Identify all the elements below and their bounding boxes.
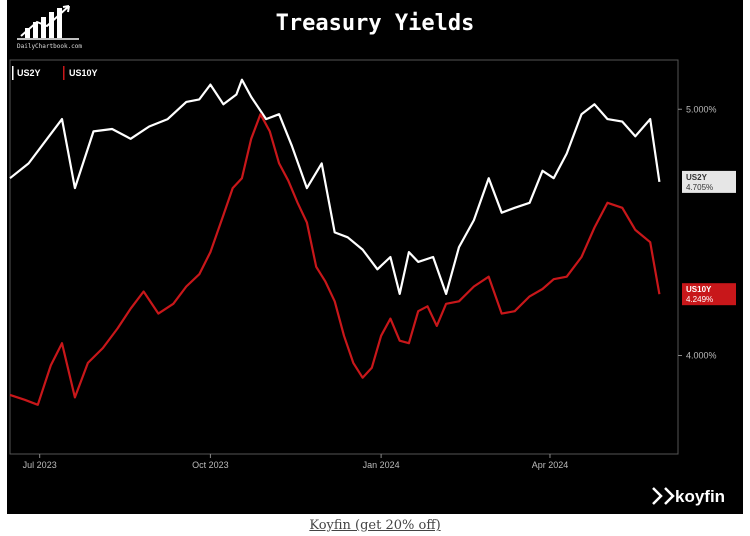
y-tick-label: 5.000% [686, 104, 717, 114]
x-tick-label: Oct 2023 [192, 460, 229, 470]
series-layer [9, 78, 661, 406]
last-value-tag-us10y [682, 283, 736, 306]
last-value-tag-name: US2Y [686, 173, 708, 182]
x-tick-label: Jul 2023 [23, 460, 57, 470]
x-tick-label: Jan 2024 [363, 460, 400, 470]
chart-svg: DailyChartbook.com Treasury Yields US2Y … [9, 5, 736, 506]
legend-label-us10y: US10Y [69, 68, 98, 78]
source-link[interactable]: Koyfin (get 20% off) [309, 518, 441, 533]
last-value-tag-us2y [682, 170, 736, 193]
axis-layer: Jul 2023 Oct 2023 Jan 2024 Apr 2024 5.000% 4.… [23, 104, 717, 470]
legend-label-us2y: US2Y [17, 68, 41, 78]
legend: US2Y US10Y [12, 66, 98, 80]
koyfin-logo: koyfin [652, 487, 725, 506]
y-tick-label: 4.000% [686, 351, 717, 361]
koyfin-chevron-icon [652, 487, 663, 505]
koyfin-logo-text: koyfin [675, 487, 725, 506]
last-value-tag-value: 4.249% [686, 295, 713, 304]
series-line-us10y [9, 113, 661, 406]
legend-swatch-us2y [12, 66, 14, 80]
series-line-us2y [9, 78, 661, 295]
brand-name: DailyChartbook.com [17, 43, 82, 50]
plot-frame [9, 59, 679, 455]
brand-logo-icon [17, 5, 79, 40]
x-tick-label: Apr 2024 [532, 460, 569, 470]
last-value-tag-name: US10Y [686, 285, 712, 294]
chart-title: Treasury Yields [276, 11, 475, 36]
legend-swatch-us10y [63, 66, 65, 80]
last-value-tag-value: 4.705% [686, 183, 713, 192]
chart-panel: DailyChartbook.com Treasury Yields US2Y … [7, 0, 743, 514]
